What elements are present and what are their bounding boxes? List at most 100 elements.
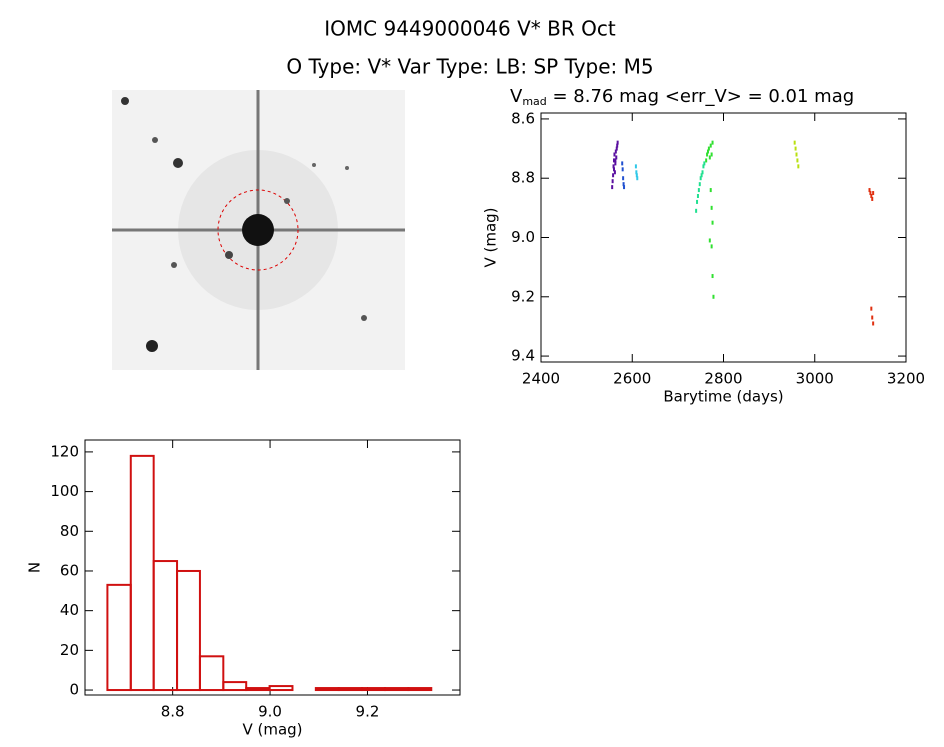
data-point [612,164,615,169]
data-point [611,179,614,184]
data-point [622,176,625,181]
data-point [872,321,875,326]
data-point [708,238,711,243]
data-point [622,182,625,187]
plot-frame [540,112,907,363]
page-title: IOMC 9449000046 V* BR Oct [324,17,616,41]
data-point [868,188,871,193]
x-tick-label: 8.8 [161,703,185,721]
data-point [708,155,711,160]
data-point [793,140,796,145]
data-point [636,176,639,181]
y-tick-label: 9.2 [511,287,535,305]
chart-title: Vmad = 8.76 mag <err_V> = 0.01 mag [510,86,854,108]
data-point [615,146,618,151]
histogram-bar [222,681,248,692]
data-point [710,205,713,210]
x-tick-label: 9.0 [258,703,282,721]
histogram-bar [198,655,225,692]
y-tick-label: 80 [60,522,79,540]
y-tick-label: 120 [50,442,79,460]
histogram-bar [407,687,433,692]
data-point [795,152,798,157]
data-point [870,194,873,198]
data-point [710,244,713,249]
data-point [796,158,799,163]
data-point [707,146,710,151]
data-point [613,152,616,157]
y-tick-label: 100 [50,482,79,500]
data-point [871,315,874,320]
data-point [794,146,797,151]
y-tick-label: 20 [60,641,79,659]
data-point [711,220,714,225]
x-tick-label: 2600 [613,370,651,388]
data-point [869,191,872,196]
data-point [634,164,637,169]
data-point [613,167,615,172]
data-point [612,173,615,178]
data-point [705,158,708,163]
data-point [696,194,699,198]
data-point [872,191,875,196]
data-point [711,140,714,145]
data-point [700,173,703,178]
data-point [614,158,617,163]
data-point [616,143,619,148]
data-point [611,185,614,190]
x-tick-label: 2800 [704,370,742,388]
data-point [696,199,699,204]
histogram-bar [245,687,271,692]
data-point [702,164,705,169]
chart-title-part: = 8.76 mag <err_V> = 0.01 mag [547,86,854,107]
x-tick-label: 2400 [522,370,560,388]
x-tick-label: 3000 [796,370,834,388]
chart-title-part: V [510,86,523,107]
data-point [709,188,712,193]
data-point [698,182,701,187]
y-tick-label: 0 [69,681,79,699]
data-point [703,161,706,166]
data-point [710,152,713,157]
data-point [797,164,800,169]
data-point [706,149,709,154]
page-subtitle: O Type: V* Var Type: LB: SP Type: M5 [286,55,653,79]
data-point [616,140,619,145]
data-point [635,170,638,175]
histogram-bar [129,454,155,692]
data-point [621,167,624,172]
y-axis-label: V (mag) [482,207,500,267]
y-tick-label: 8.6 [511,109,535,127]
data-point [706,152,709,157]
data-point [697,188,700,193]
histogram-bar [361,687,386,692]
data-point [709,143,712,148]
x-tick-label: 9.2 [356,703,380,721]
x-tick-label: 3200 [887,370,925,388]
plot-frame [84,439,461,696]
data-point [614,161,617,166]
y-tick-label: 40 [60,601,79,619]
data-point [613,158,615,163]
y-axis-label: N [26,562,44,573]
histogram-bar [152,560,179,692]
data-point [623,185,626,190]
data-point [699,176,702,181]
data-point [870,306,873,311]
y-tick-label: 60 [60,561,79,579]
chart-title-part: mad [522,95,546,108]
histogram-bar [106,583,132,692]
histogram-bar [314,687,340,692]
data-point [695,208,698,213]
data-point [701,170,704,175]
y-tick-label: 9.0 [511,228,535,246]
data-point [635,173,638,178]
data-point [613,170,616,175]
data-point [621,161,624,166]
x-axis-label: V (mag) [242,721,302,739]
histogram-bar [268,685,294,692]
star-image [112,90,405,370]
x-axis-label: Barytime (days) [663,388,783,406]
histogram-bar [176,569,201,692]
